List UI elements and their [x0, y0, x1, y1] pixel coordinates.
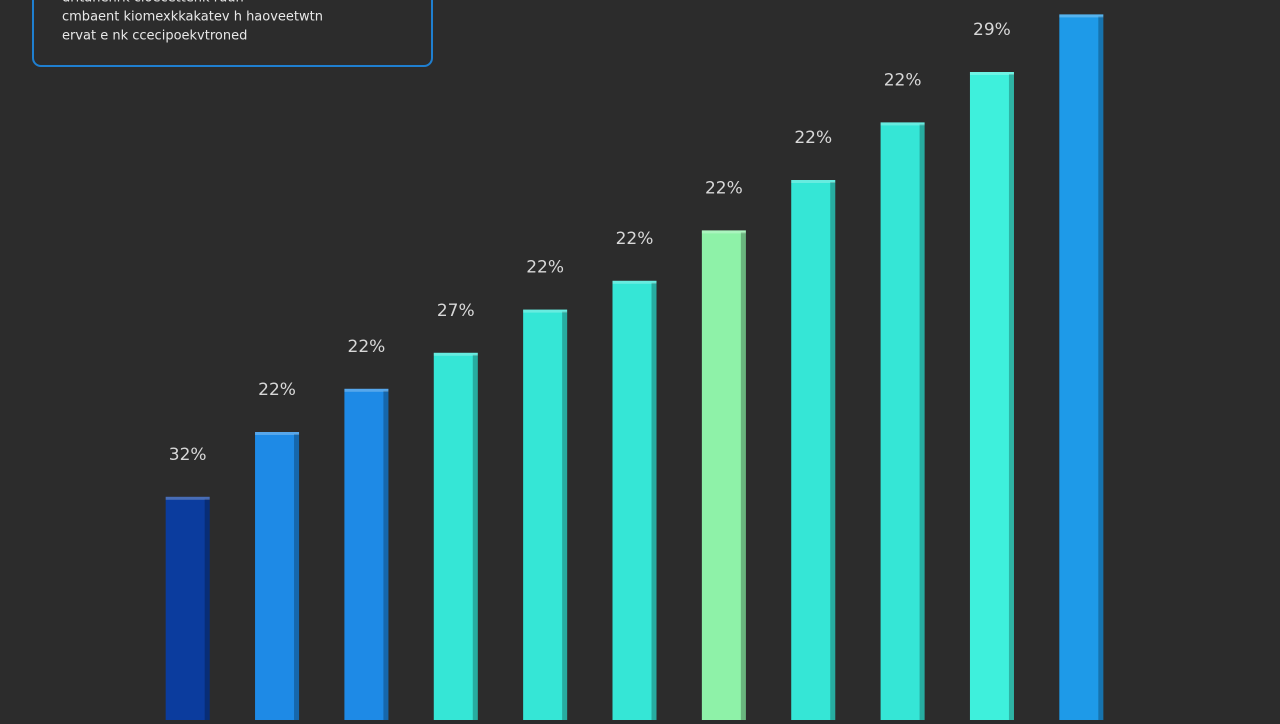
bar [255, 432, 300, 720]
bar [344, 388, 389, 720]
bar-side [294, 434, 300, 722]
bar-side [472, 354, 478, 722]
bar [612, 280, 657, 720]
bar-label: 22% [616, 229, 654, 249]
bar-side [830, 182, 836, 722]
bar-label: 22% [348, 337, 386, 357]
bar-side [383, 390, 389, 722]
bar-side [1098, 16, 1104, 722]
bar-top [880, 122, 925, 126]
bar [1059, 14, 1104, 720]
bar-top [969, 72, 1014, 75]
bar-side [651, 282, 657, 722]
bar-side [204, 498, 210, 722]
bar-top [165, 496, 210, 500]
legend-text: dritanenrk cloecettenk ruun [62, 0, 244, 6]
bar-top [255, 432, 300, 435]
bar-side [919, 124, 925, 722]
bar-top [523, 309, 568, 313]
bar-side [740, 232, 746, 722]
bar-top [344, 388, 389, 392]
bar-label: 32% [169, 445, 207, 465]
legend-text: cmbaent kiomexkkakatev h haoveetwtn [62, 10, 323, 25]
bar-top [1059, 14, 1104, 18]
bar-side [1008, 74, 1014, 722]
bar-label: 22% [794, 128, 832, 148]
bar [433, 352, 478, 720]
bar-top [701, 230, 746, 234]
bar [165, 496, 210, 720]
bar [791, 180, 836, 720]
legend-box [32, 0, 433, 67]
bar [701, 230, 746, 720]
bar [523, 309, 568, 720]
bar-label: 22% [884, 70, 922, 90]
bar-side [562, 311, 568, 722]
bar-label: 29% [973, 20, 1011, 40]
bar-label: 27% [437, 301, 475, 321]
bar-label: 22% [258, 380, 296, 400]
bar-label: 22% [526, 258, 564, 278]
bar-label: 22% [705, 178, 743, 198]
bar-top [791, 180, 836, 183]
bar-top [433, 352, 478, 356]
bar [880, 122, 925, 720]
legend-text: ervat e nk ccecipoekvtroned [62, 29, 247, 44]
bar-top [612, 280, 657, 284]
bar [969, 72, 1014, 720]
